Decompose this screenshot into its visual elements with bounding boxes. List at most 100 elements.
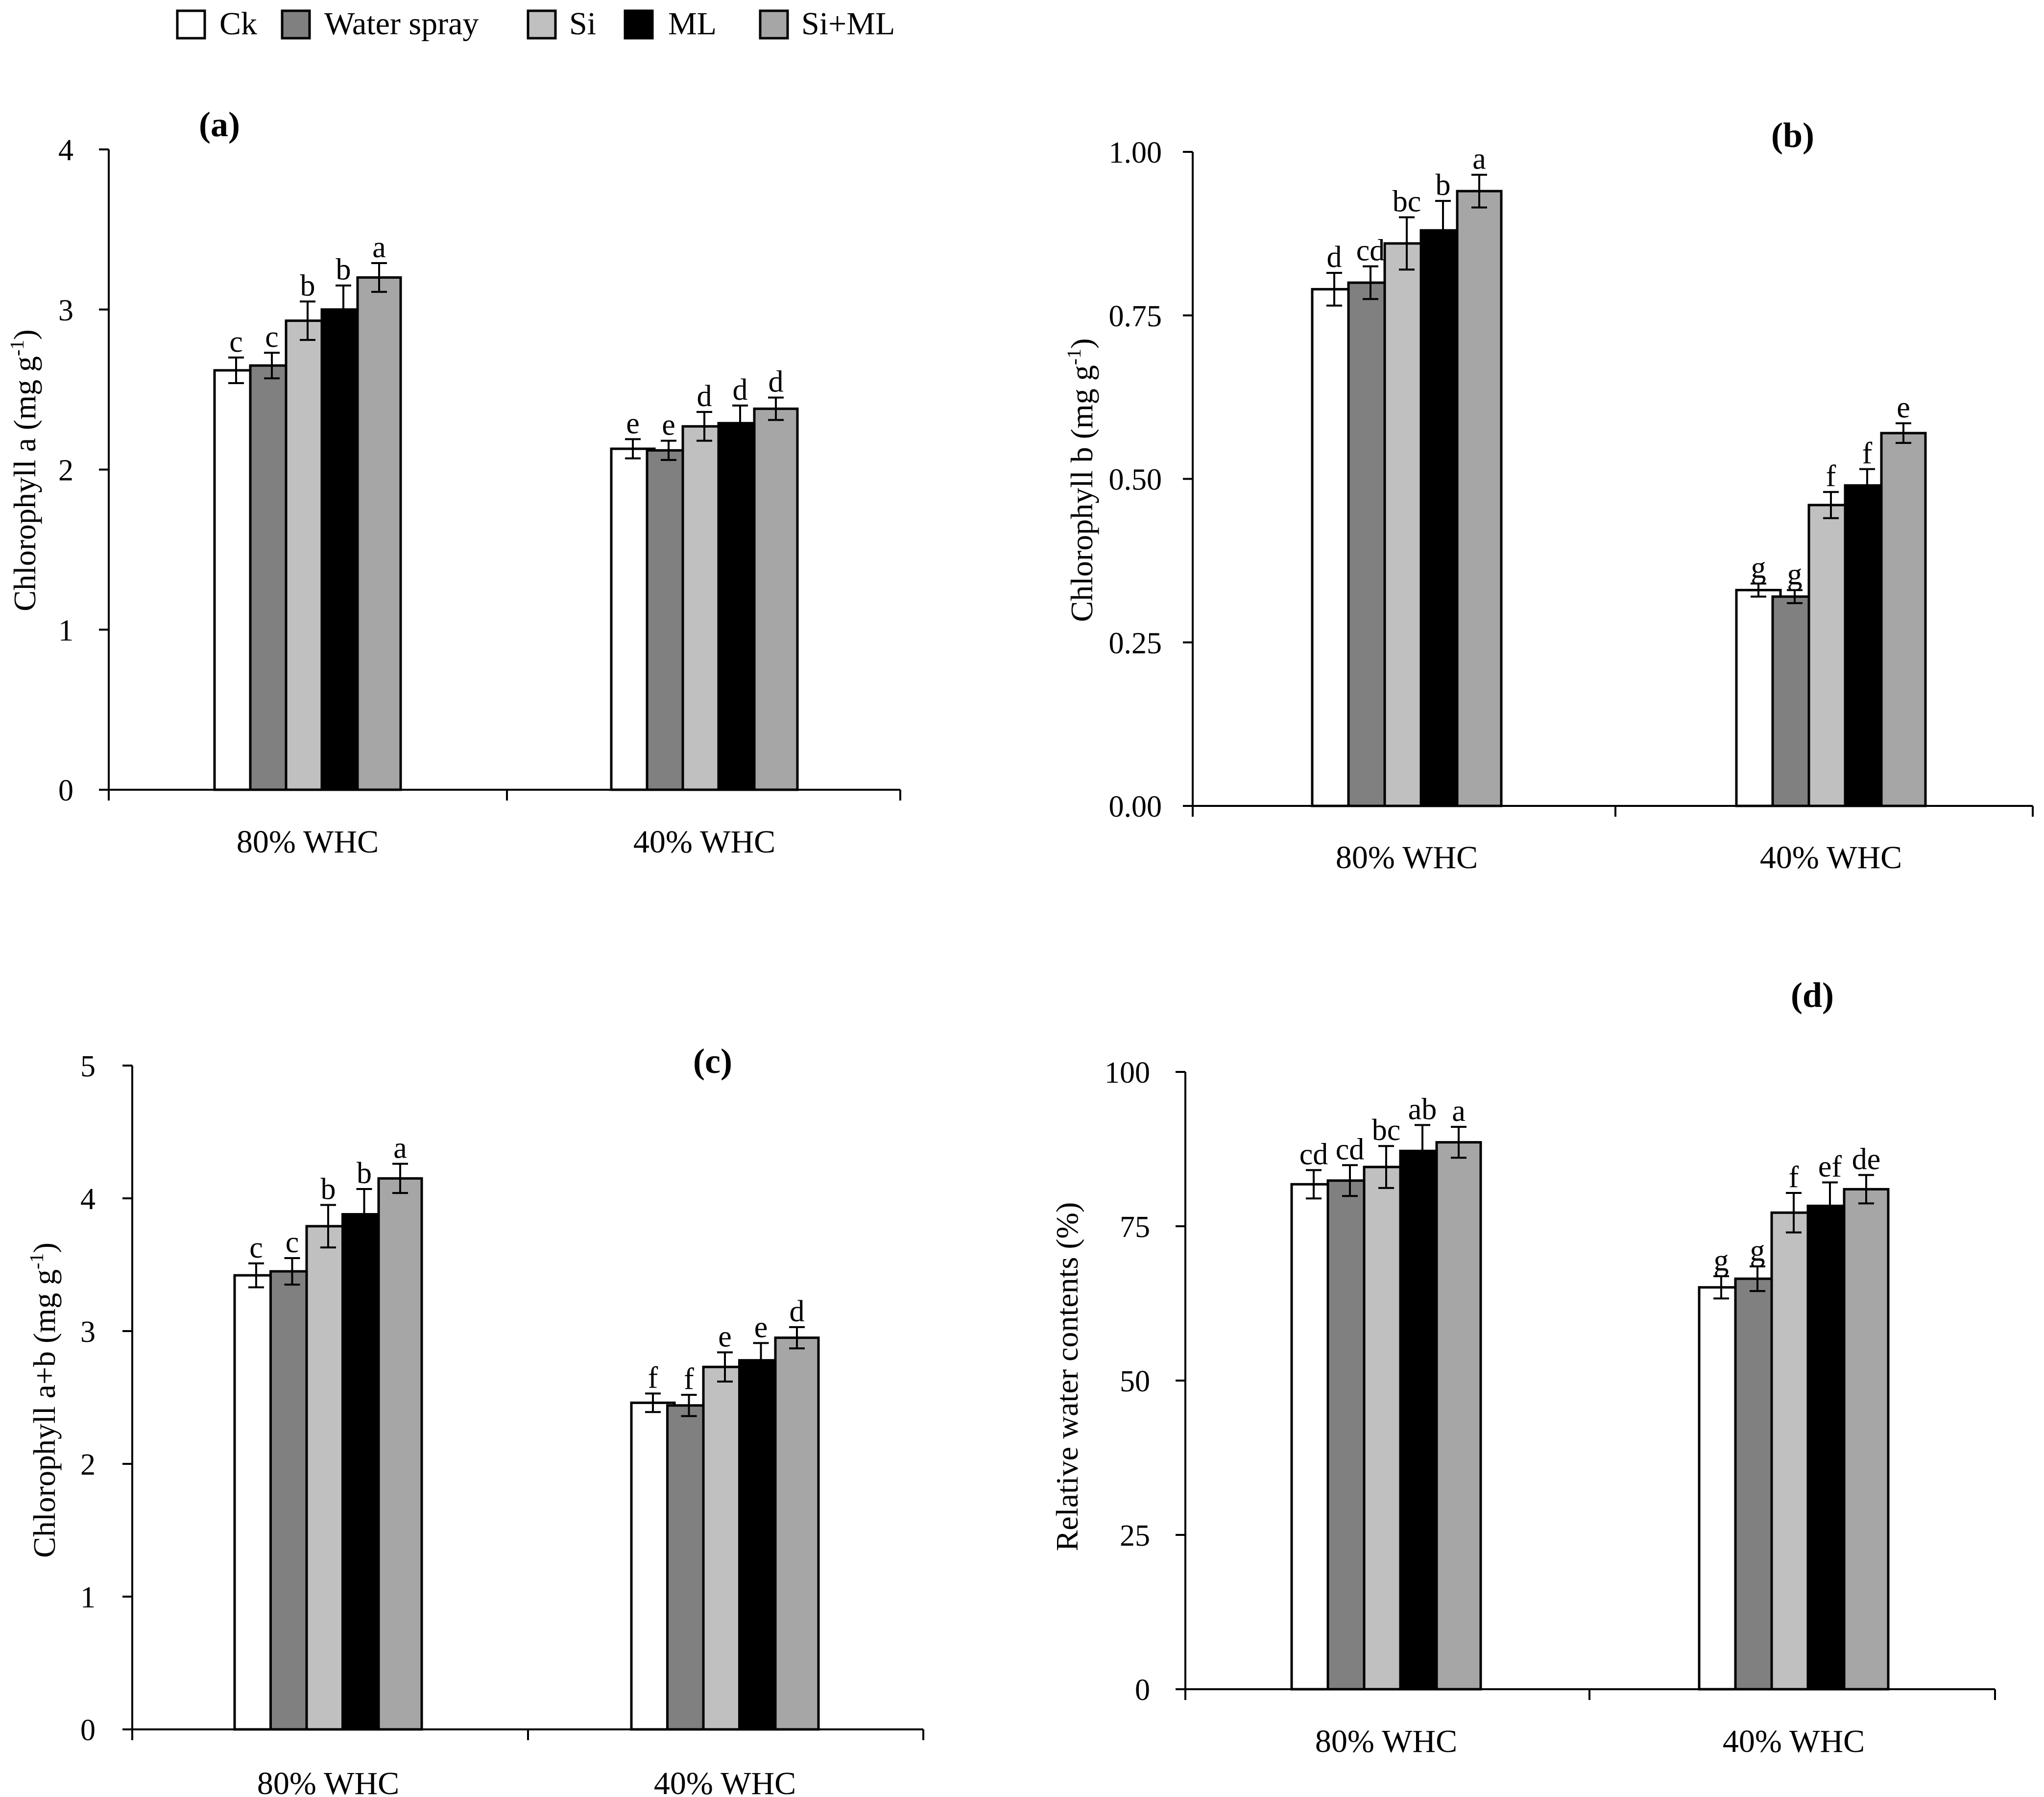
panel-a-significance-letter: b xyxy=(336,253,351,287)
panel-b-y-tick-label: 0.25 xyxy=(1109,627,1162,660)
panel-a-bar-si-ml-80-whc xyxy=(356,276,402,791)
panel-c-label: (c) xyxy=(693,1042,732,1081)
panel-d-y-tick-label: 25 xyxy=(1120,1519,1150,1553)
panel-b-significance-letter: bc xyxy=(1393,185,1421,219)
panel-d-category-label: 80% WHC xyxy=(1315,1724,1457,1759)
panel-b-significance-letter: g xyxy=(1751,551,1766,584)
panel-c-significance-letter: c xyxy=(286,1226,299,1259)
panel-d-significance-letter: cd xyxy=(1336,1133,1365,1166)
panel-c-significance-letter: b xyxy=(357,1157,372,1190)
legend-item-water-spray: Water spray xyxy=(281,6,479,42)
panel-a-y-axis-title-superscript: -1 xyxy=(6,340,28,356)
panel-a-significance-letter: c xyxy=(265,320,279,354)
panel-a-y-tick-label: 3 xyxy=(58,294,73,327)
panel-d-significance-letter: g xyxy=(1750,1234,1765,1267)
panel-c-significance-letter: c xyxy=(249,1231,263,1264)
panel-c-category-label: 80% WHC xyxy=(257,1766,399,1797)
panel-d-bar-si-ml-80-whc xyxy=(1435,1141,1482,1691)
legend-swatch-si xyxy=(527,9,557,40)
panel-b-y-tick-label: 0.00 xyxy=(1109,790,1162,824)
panel-a-category-label: 80% WHC xyxy=(237,824,379,860)
panel-b-y-axis-title-end: ) xyxy=(1064,338,1099,348)
legend-label-si: Si xyxy=(569,6,596,42)
panel-b-significance-letter: d xyxy=(1327,241,1342,274)
panel-a-significance-letter: c xyxy=(229,325,243,359)
legend-label-water-spray: Water spray xyxy=(324,6,479,42)
panel-d-y-axis-title: Relative water contents (%) xyxy=(1050,1202,1084,1552)
panel-a-significance-letter: d xyxy=(733,373,748,407)
legend-label-ck: Ck xyxy=(219,6,257,42)
panel-c-y-tick-label: 5 xyxy=(80,1050,96,1083)
panel-d-significance-letter: a xyxy=(1452,1094,1466,1128)
panel-c-y-tick-label: 0 xyxy=(80,1714,96,1747)
panel-a-y-axis-title-main: Chlorophyll a (mg g xyxy=(7,356,42,611)
legend-swatch-water-spray xyxy=(281,9,311,40)
panel-c-y-axis-title: Chlorophyll a+b (mg g-1) xyxy=(25,1242,62,1558)
panel-d-significance-letter: bc xyxy=(1372,1114,1401,1147)
legend-swatch-ck xyxy=(176,9,206,40)
panel-b-significance-letter: a xyxy=(1472,143,1486,176)
panel-d-significance-letter: ef xyxy=(1818,1150,1842,1184)
panel-c-y-tick-label: 4 xyxy=(80,1183,96,1216)
panel-c-significance-letter: a xyxy=(393,1132,407,1165)
panel-c-y-axis-title-superscript: -1 xyxy=(25,1253,48,1269)
panel-b-category-label: 80% WHC xyxy=(1336,840,1478,875)
panel-c-significance-letter: f xyxy=(648,1361,658,1394)
legend-item-ck: Ck xyxy=(176,6,257,42)
legend-item-si-ml: Si+ML xyxy=(759,6,895,42)
panel-c-significance-letter: e xyxy=(754,1311,768,1344)
panel-b-significance-letter: b xyxy=(1436,169,1451,202)
panel-a-significance-letter: b xyxy=(300,269,315,302)
panel-a-category-label: 40% WHC xyxy=(633,824,775,860)
panel-a-y-axis-title-end: ) xyxy=(7,329,42,340)
panel-d-significance-letter: cd xyxy=(1299,1138,1328,1171)
panel-c-y-tick-label: 3 xyxy=(80,1315,96,1349)
panel-b: 0.00 0.25 0.50 0.75 1.00 80% WHC 40% WHC Chloro… xyxy=(1063,116,2034,875)
panel-c-significance-letter: b xyxy=(321,1173,336,1206)
panel-d-y-axis-title-main: Relative water contents (%) xyxy=(1050,1202,1084,1552)
panel-a-significance-letter: e xyxy=(626,407,640,440)
panel-c-y-axis-title-main: Chlorophyll a+b (mg g xyxy=(27,1269,62,1558)
panel-a-label: (a) xyxy=(199,105,240,144)
legend-swatch-ml xyxy=(624,9,654,40)
panel-c-y-tick-label: 1 xyxy=(80,1581,96,1614)
panel-c-bar-si-ml-80-whc xyxy=(377,1177,423,1731)
panel-a-y-tick-label: 0 xyxy=(58,774,73,807)
legend-item-ml: ML xyxy=(624,6,717,42)
panel-b-bar-si-ml-40-whc xyxy=(1880,432,1927,807)
panel-d-bar-si-ml-40-whc xyxy=(1843,1188,1890,1691)
panel-b-significance-letter: f xyxy=(1826,460,1836,493)
panel-b-significance-letter: g xyxy=(1787,558,1803,591)
panel-a-significance-letter: e xyxy=(662,409,675,442)
panel-c: 0 1 2 3 4 5 80% WHC 40% WHC Chlorophyll a+b (mg … xyxy=(25,1042,924,1797)
panel-d-y-tick-label: 75 xyxy=(1120,1211,1150,1244)
panel-c-significance-letter: d xyxy=(790,1295,805,1328)
panel-d-y-tick-label: 50 xyxy=(1120,1365,1150,1398)
panel-a-significance-letter: d xyxy=(769,365,784,398)
panel-a-significance-letter: a xyxy=(372,231,386,264)
panel-a-y-tick-label: 4 xyxy=(58,134,73,167)
panel-d-significance-letter: f xyxy=(1789,1161,1799,1194)
panel-b-y-axis-title: Chlorophyll b (mg g-1) xyxy=(1063,338,1099,622)
panel-c-significance-letter: e xyxy=(718,1320,732,1353)
legend-item-si: Si xyxy=(527,6,596,42)
panel-d-y-tick-label: 100 xyxy=(1105,1056,1150,1090)
panel-a-y-axis-title: Chlorophyll a (mg g-1) xyxy=(6,329,42,611)
panel-b-significance-letter: f xyxy=(1862,437,1873,470)
panel-b-significance-letter: cd xyxy=(1356,234,1385,267)
legend-swatch-si-ml xyxy=(759,9,789,40)
panel-c-bar-si-ml-40-whc xyxy=(774,1336,820,1731)
panel-c-y-axis-title-end: ) xyxy=(27,1242,62,1253)
panel-a-bar-si-ml-40-whc xyxy=(753,407,799,791)
panel-d-significance-letter: de xyxy=(1852,1142,1881,1176)
panel-c-significance-letter: f xyxy=(684,1362,694,1396)
panel-b-y-tick-label: 0.50 xyxy=(1109,463,1162,497)
panel-b-y-tick-label: 0.75 xyxy=(1109,300,1162,333)
panel-b-category-label: 40% WHC xyxy=(1760,840,1902,875)
panel-b-y-axis-title-main: Chlorophyll b (mg g xyxy=(1064,365,1099,622)
legend-label-ml: ML xyxy=(668,6,717,42)
panel-c-category-label: 40% WHC xyxy=(654,1766,796,1797)
panel-b-significance-letter: e xyxy=(1897,391,1910,424)
panel-c-y-tick-label: 2 xyxy=(80,1448,96,1481)
